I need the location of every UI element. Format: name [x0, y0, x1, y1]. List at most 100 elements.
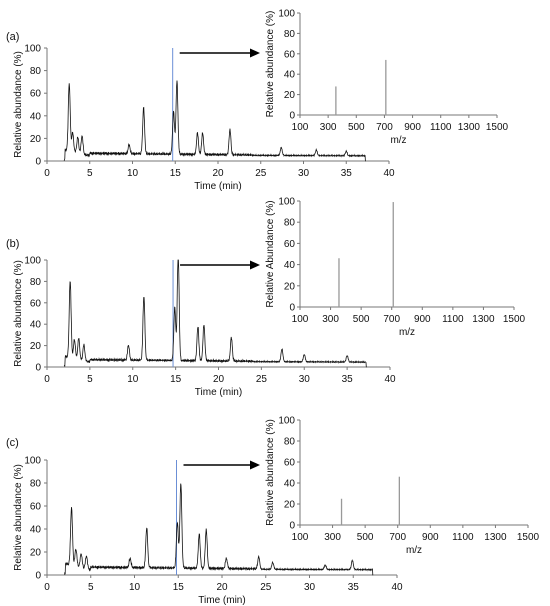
spectrum-x-axis-title: m/z [399, 327, 415, 338]
spectrum-y-tick-label: 60 [284, 49, 296, 60]
spectrum-x-tick-label: 900 [414, 314, 431, 325]
x-tick-label: 5 [87, 168, 93, 179]
spectrum-x-tick-label: 300 [320, 122, 337, 133]
spectrum-x-tick-label: 1500 [503, 314, 526, 325]
spectrum-y-tick-label: 100 [278, 197, 295, 208]
spectrum-x-tick-label: 1100 [452, 532, 474, 543]
x-tick-label: 20 [213, 374, 225, 385]
x-axis-title: Time (min) [194, 181, 241, 192]
y-tick-label: 60 [30, 298, 42, 309]
x-tick-label: 10 [127, 168, 139, 179]
spectrum-x-tick-label: 1300 [484, 532, 507, 543]
x-tick-label: 0 [44, 582, 50, 593]
y-tick-label: 80 [30, 479, 42, 490]
x-tick-label: 25 [256, 374, 268, 385]
spectrum-y-tick-label: 20 [284, 281, 296, 292]
y-tick-label: 40 [30, 111, 42, 122]
spectrum-y-tick-label: 60 [284, 239, 296, 250]
spectrum-x-tick-label: 500 [357, 532, 374, 543]
x-tick-label: 15 [170, 374, 182, 385]
spectrum-x-tick-label: 900 [404, 122, 421, 133]
spectrum-x-tick-label: 500 [353, 314, 370, 325]
y-tick-label: 100 [24, 44, 41, 55]
y-tick-label: 20 [30, 134, 42, 145]
y-tick-label: 100 [24, 256, 41, 267]
x-tick-label: 35 [341, 168, 353, 179]
x-tick-label: 0 [44, 374, 50, 385]
x-tick-label: 40 [384, 374, 396, 385]
spectrum-y-axis-title: Relative abundance (%) [265, 11, 276, 118]
x-tick-label: 5 [87, 374, 93, 385]
x-tick-label: 30 [298, 168, 310, 179]
x-tick-label: 20 [212, 168, 224, 179]
panel-label: (a) [6, 31, 19, 43]
x-tick-label: 5 [88, 582, 94, 593]
y-tick-label: 40 [30, 525, 42, 536]
x-tick-label: 0 [44, 168, 50, 179]
x-tick-label: 35 [348, 582, 360, 593]
spectrum-y-axis-title: Relative Abundance (%) [265, 200, 276, 307]
arrow-head [250, 48, 260, 58]
spectrum-x-tick-label: 700 [376, 122, 393, 133]
x-axis-title: Time (min) [198, 595, 245, 606]
spectrum-x-tick-label: 1100 [430, 122, 452, 133]
spectrum-y-tick-label: 80 [284, 218, 296, 229]
x-tick-label: 25 [255, 168, 267, 179]
spectrum-y-tick-label: 0 [289, 521, 295, 532]
panel-label: (b) [6, 238, 19, 250]
spectrum-x-tick-label: 300 [322, 314, 339, 325]
spectrum-y-tick-label: 100 [278, 416, 295, 427]
x-tick-label: 35 [342, 374, 354, 385]
spectrum-x-tick-label: 100 [292, 532, 309, 543]
spectrum-y-axis-title: Relative abundance (%) [265, 419, 276, 526]
spectrum-x-axis-title: m/z [406, 545, 422, 556]
spectrum-y-tick-label: 80 [284, 437, 296, 448]
y-tick-label: 100 [24, 456, 41, 467]
x-axis-title: Time (min) [195, 387, 242, 398]
y-tick-label: 20 [30, 548, 42, 559]
y-tick-label: 40 [30, 320, 42, 331]
x-tick-label: 20 [216, 582, 228, 593]
chromatogram-trace [63, 80, 366, 162]
y-tick-label: 60 [30, 502, 42, 513]
y-axis-title: Relative abundance (%) [13, 260, 24, 367]
spectrum-y-tick-label: 60 [284, 458, 296, 469]
x-tick-label: 40 [383, 168, 395, 179]
spectrum-y-tick-label: 80 [284, 29, 296, 40]
x-tick-label: 10 [129, 582, 141, 593]
spectrum-x-axis-title: m/z [390, 135, 406, 146]
x-tick-label: 40 [391, 582, 403, 593]
spectrum-x-tick-label: 900 [422, 532, 439, 543]
spectrum-y-tick-label: 40 [284, 70, 296, 81]
y-tick-label: 80 [30, 277, 42, 288]
spectrum-y-tick-label: 20 [284, 500, 296, 511]
y-tick-label: 20 [30, 341, 42, 352]
arrow-head [250, 260, 260, 270]
x-tick-label: 10 [127, 374, 139, 385]
spectrum-x-tick-label: 100 [292, 122, 309, 133]
y-tick-label: 0 [35, 157, 41, 168]
spectrum-x-tick-label: 300 [324, 532, 341, 543]
x-tick-label: 30 [304, 582, 316, 593]
y-axis-title: Relative abundance (%) [13, 464, 24, 571]
chromatogram-trace [64, 483, 374, 576]
x-tick-label: 30 [299, 374, 311, 385]
spectrum-y-tick-label: 20 [284, 90, 296, 101]
spectrum-x-tick-label: 100 [292, 314, 309, 325]
x-tick-label: 25 [260, 582, 272, 593]
spectrum-y-tick-label: 100 [278, 9, 295, 20]
y-tick-label: 80 [30, 66, 42, 77]
panel-label: (c) [6, 437, 19, 449]
y-tick-label: 60 [30, 89, 42, 100]
y-axis-title: Relative abundance (%) [13, 51, 24, 158]
spectrum-y-tick-label: 40 [284, 260, 296, 271]
y-tick-label: 0 [35, 571, 41, 582]
spectrum-x-tick-label: 500 [348, 122, 365, 133]
spectrum-y-tick-label: 0 [289, 303, 295, 314]
spectrum-x-tick-label: 1300 [458, 122, 481, 133]
spectrum-x-tick-label: 1500 [486, 122, 509, 133]
arrow-head [250, 460, 260, 470]
chromatogram-trace [63, 259, 367, 368]
y-tick-label: 0 [35, 363, 41, 374]
